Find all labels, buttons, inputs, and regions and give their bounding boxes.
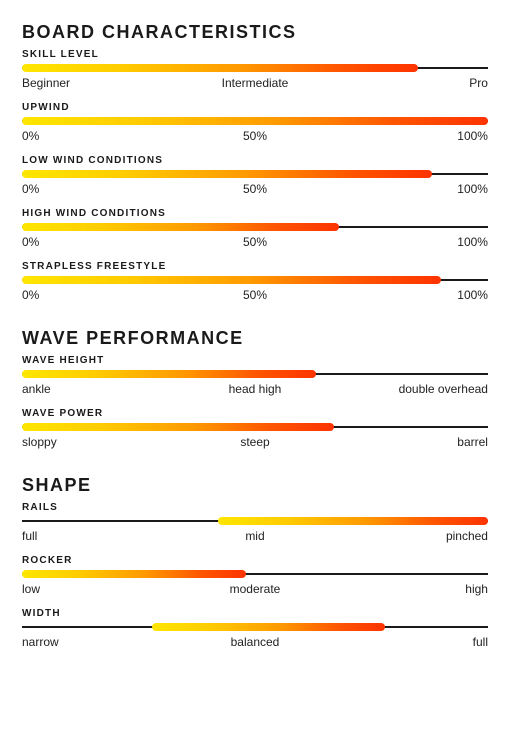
tick-label: moderate <box>177 582 332 596</box>
tick-label: head high <box>177 382 332 396</box>
tick-label: high <box>333 582 488 596</box>
tick-label: balanced <box>177 635 332 649</box>
tick-label: 100% <box>333 182 488 196</box>
section-title: BOARD CHARACTERISTICS <box>22 22 488 43</box>
metric: WAVE HEIGHT anklehead highdouble overhead <box>22 355 488 396</box>
metric-track <box>22 370 488 378</box>
tick-label: low <box>22 582 177 596</box>
tick-label: 0% <box>22 182 177 196</box>
tick-label: narrow <box>22 635 177 649</box>
tick-labels: fullmidpinched <box>22 529 488 543</box>
tick-label: ankle <box>22 382 177 396</box>
metric-track <box>22 517 488 525</box>
metric-label: RAILS <box>22 502 488 513</box>
metric-bar <box>22 370 316 378</box>
tick-label: double overhead <box>333 382 488 396</box>
metric-track <box>22 223 488 231</box>
tick-label: 0% <box>22 129 177 143</box>
tick-labels: BeginnerIntermediatePro <box>22 76 488 90</box>
metric-bar <box>22 117 488 125</box>
metric-bar <box>22 170 432 178</box>
metric-track <box>22 423 488 431</box>
tick-labels: 0%50%100% <box>22 288 488 302</box>
metric: UPWIND 0%50%100% <box>22 102 488 143</box>
tick-labels: lowmoderatehigh <box>22 582 488 596</box>
tick-label: 0% <box>22 235 177 249</box>
tick-label: sloppy <box>22 435 177 449</box>
metric: LOW WIND CONDITIONS 0%50%100% <box>22 155 488 196</box>
metric-track <box>22 623 488 631</box>
metric: ROCKER lowmoderatehigh <box>22 555 488 596</box>
metric: HIGH WIND CONDITIONS 0%50%100% <box>22 208 488 249</box>
tick-label: 50% <box>177 182 332 196</box>
metric-label: STRAPLESS FREESTYLE <box>22 261 488 272</box>
section-title: WAVE PERFORMANCE <box>22 328 488 349</box>
tick-label: Intermediate <box>177 76 332 90</box>
tick-label: 50% <box>177 129 332 143</box>
tick-label: full <box>22 529 177 543</box>
tick-label: Pro <box>333 76 488 90</box>
metric-label: WAVE HEIGHT <box>22 355 488 366</box>
metric-label: HIGH WIND CONDITIONS <box>22 208 488 219</box>
metric-track <box>22 570 488 578</box>
tick-label: Beginner <box>22 76 177 90</box>
metric-track <box>22 117 488 125</box>
tick-label: 50% <box>177 235 332 249</box>
tick-label: 50% <box>177 288 332 302</box>
metric-label: WIDTH <box>22 608 488 619</box>
tick-label: 100% <box>333 129 488 143</box>
tick-labels: 0%50%100% <box>22 182 488 196</box>
metric-label: UPWIND <box>22 102 488 113</box>
tick-labels: 0%50%100% <box>22 129 488 143</box>
tick-label: pinched <box>333 529 488 543</box>
tick-labels: sloppysteepbarrel <box>22 435 488 449</box>
metric-label: ROCKER <box>22 555 488 566</box>
tick-label: steep <box>177 435 332 449</box>
metric: WIDTH narrowbalancedfull <box>22 608 488 649</box>
metric-bar <box>22 64 418 72</box>
tick-labels: 0%50%100% <box>22 235 488 249</box>
metric-track <box>22 64 488 72</box>
metric: STRAPLESS FREESTYLE 0%50%100% <box>22 261 488 302</box>
metric-label: WAVE POWER <box>22 408 488 419</box>
tick-label: 0% <box>22 288 177 302</box>
metric: WAVE POWER sloppysteepbarrel <box>22 408 488 449</box>
metric-label: SKILL LEVEL <box>22 49 488 60</box>
section-title: SHAPE <box>22 475 488 496</box>
tick-label: barrel <box>333 435 488 449</box>
metric-bar <box>218 517 488 525</box>
metric-bar <box>22 423 334 431</box>
metric-bar <box>22 223 339 231</box>
metric-label: LOW WIND CONDITIONS <box>22 155 488 166</box>
tick-labels: anklehead highdouble overhead <box>22 382 488 396</box>
metric-track <box>22 276 488 284</box>
tick-label: full <box>333 635 488 649</box>
metric-bar <box>22 276 441 284</box>
metric-track <box>22 170 488 178</box>
tick-label: 100% <box>333 235 488 249</box>
tick-label: mid <box>177 529 332 543</box>
metric: SKILL LEVEL BeginnerIntermediatePro <box>22 49 488 90</box>
tick-labels: narrowbalancedfull <box>22 635 488 649</box>
metric-bar <box>152 623 385 631</box>
tick-label: 100% <box>333 288 488 302</box>
metric: RAILS fullmidpinched <box>22 502 488 543</box>
spec-sheet: BOARD CHARACTERISTICS SKILL LEVEL Beginner… <box>22 22 488 671</box>
metric-bar <box>22 570 246 578</box>
